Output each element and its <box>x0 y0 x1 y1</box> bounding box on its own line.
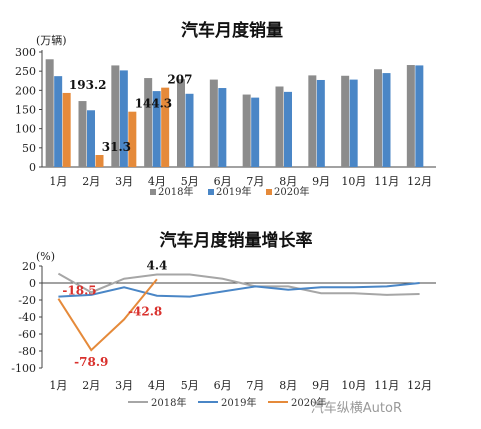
bar-x-tick-label: 11月 <box>374 175 399 188</box>
bar-2019年-3月 <box>119 70 128 167</box>
line-x-tick-label: 2月 <box>82 379 100 392</box>
bar-2018年-11月 <box>374 69 382 167</box>
bar-x-tick-label: 5月 <box>181 175 199 188</box>
bar-legend-swatch-2018年 <box>150 189 156 195</box>
bar-2018年-9月 <box>308 75 317 167</box>
bar-y-tick-label: 150 <box>15 104 36 117</box>
bar-2019年-11月 <box>382 73 391 167</box>
bar-2019年-4月 <box>152 91 161 167</box>
bar-2018年-7月 <box>242 94 251 167</box>
bar-data-label: 31.3 <box>102 140 131 154</box>
bar-y-tick-label: 0 <box>29 161 36 174</box>
bar-x-tick-label: 2月 <box>82 175 100 188</box>
line-chart-title: 汽车月度销量增长率 <box>160 230 313 251</box>
bar-x-tick-label: 7月 <box>246 175 264 188</box>
bar-2019年-7月 <box>251 97 260 167</box>
line-y-tick-label: -40 <box>18 311 36 324</box>
bar-data-label: 207 <box>167 73 192 87</box>
bar-x-tick-label: 9月 <box>312 175 330 188</box>
bar-x-tick-label: 8月 <box>279 175 297 188</box>
line-legend-label: 2018年 <box>151 396 186 409</box>
bar-x-tick-label: 1月 <box>49 175 67 188</box>
line-series-2018年 <box>57 272 420 296</box>
bar-legend-swatch-2020年 <box>266 189 272 195</box>
bar-2018年-2月 <box>78 101 87 167</box>
bar-2018年-5月 <box>177 79 185 167</box>
bar-2019年-12月 <box>415 65 424 167</box>
bar-2019年-5月 <box>185 93 194 167</box>
bar-legend-label: 2020年 <box>274 185 309 198</box>
bar-2018年-6月 <box>209 79 218 167</box>
bar-chart-title: 汽车月度销量 <box>181 20 283 41</box>
bar-legend-label: 2019年 <box>216 185 251 198</box>
bar-2019年-1月 <box>54 76 63 167</box>
line-x-tick-label: 5月 <box>181 379 199 392</box>
bar-2020年-3月 <box>128 111 137 167</box>
bar-2018年-3月 <box>111 65 120 167</box>
line-data-label: -78.9 <box>74 355 108 369</box>
bar-y-tick-label: 300 <box>15 46 36 59</box>
line-x-tick-label: 7月 <box>246 379 264 392</box>
line-x-tick-label: 12月 <box>407 379 432 392</box>
bar-y-unit-label: (万辆) <box>36 33 67 47</box>
line-y-unit-label: (%) <box>36 250 55 263</box>
bar-y-tick-label: 50 <box>22 142 36 155</box>
bar-2019年-8月 <box>284 91 292 167</box>
bar-data-label: 193.2 <box>69 78 107 92</box>
line-data-label: 4.4 <box>146 258 167 272</box>
bar-legend-swatch-2019年 <box>208 189 214 195</box>
bar-2019年-10月 <box>349 79 358 167</box>
bar-x-tick-label: 10月 <box>341 175 366 188</box>
line-y-tick-label: 0 <box>29 277 36 290</box>
bar-y-tick-label: 200 <box>15 84 36 97</box>
bar-2018年-12月 <box>406 65 415 167</box>
line-y-tick-label: -100 <box>11 362 36 375</box>
bar-x-tick-label: 6月 <box>214 175 232 188</box>
bar-x-tick-label: 4月 <box>148 175 166 188</box>
line-x-tick-label: 3月 <box>115 379 133 392</box>
bar-2019年-2月 <box>87 110 95 167</box>
line-x-tick-label: 6月 <box>214 379 232 392</box>
bar-2018年-1月 <box>45 59 54 167</box>
bar-2020年-2月 <box>95 155 104 167</box>
bar-y-tick-label: 250 <box>15 65 36 78</box>
line-x-tick-label: 4月 <box>148 379 166 392</box>
bar-2020年-4月 <box>161 87 170 167</box>
line-series-2020年 <box>57 278 158 352</box>
line-legend-label: 2019年 <box>221 396 256 409</box>
bar-2018年-10月 <box>341 75 350 167</box>
line-data-label: -42.8 <box>128 304 162 318</box>
bar-2019年-6月 <box>218 88 227 167</box>
watermark-text: 汽车纵横AutoR <box>311 400 402 416</box>
bar-x-tick-label: 12月 <box>407 175 432 188</box>
line-x-tick-label: 8月 <box>279 379 297 392</box>
line-x-tick-label: 11月 <box>374 379 399 392</box>
line-x-tick-label: 10月 <box>341 379 366 392</box>
line-data-label: -18.5 <box>62 284 96 298</box>
line-series-2019年 <box>58 282 420 298</box>
bar-data-label: 144.3 <box>135 97 173 111</box>
bar-y-tick-label: 100 <box>15 123 36 136</box>
line-y-tick-label: -60 <box>18 328 36 341</box>
line-legend-label: 2020年 <box>291 396 326 409</box>
line-x-tick-label: 9月 <box>312 379 330 392</box>
line-y-tick-label: 20 <box>22 260 36 273</box>
bar-legend-label: 2018年 <box>158 185 193 198</box>
bar-2020年-1月 <box>62 92 71 167</box>
bar-2019年-9月 <box>316 79 325 167</box>
line-y-tick-label: -80 <box>18 345 36 358</box>
bar-2018年-8月 <box>275 86 284 167</box>
line-x-tick-label: 1月 <box>49 379 67 392</box>
bar-2018年-4月 <box>144 78 153 167</box>
line-y-tick-label: -20 <box>18 294 36 307</box>
bar-x-tick-label: 3月 <box>115 175 133 188</box>
